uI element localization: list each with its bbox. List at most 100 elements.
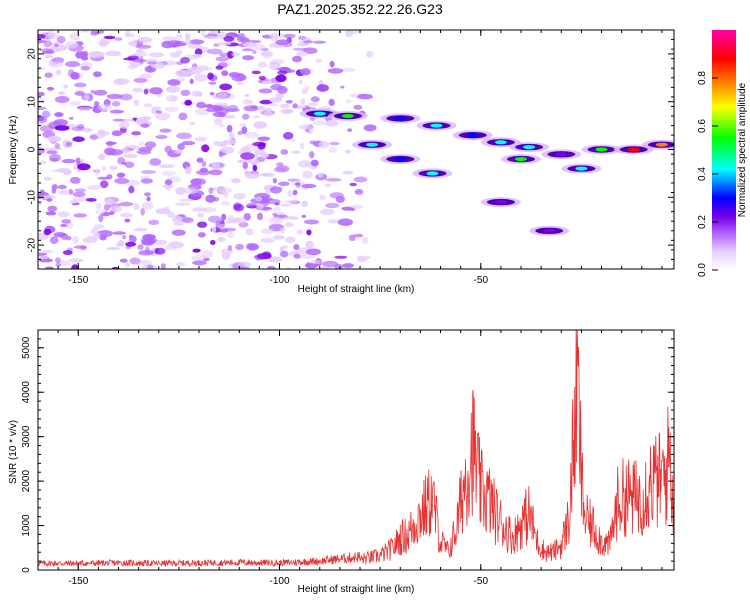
noise-blob: [348, 234, 356, 241]
noise-blob: [292, 55, 302, 63]
noise-blob: [239, 123, 247, 127]
noise-blob: [133, 99, 140, 106]
noise-blob: [38, 201, 43, 206]
noise-blob: [38, 66, 46, 70]
noise-blob: [189, 39, 205, 45]
noise-blob: [285, 236, 296, 244]
noise-blob: [269, 97, 282, 103]
noise-blob: [94, 169, 100, 176]
noise-blob: [181, 217, 194, 224]
noise-blob: [259, 99, 273, 105]
signal-peak: [627, 147, 640, 152]
noise-blob: [93, 224, 105, 230]
noise-blob: [300, 68, 311, 76]
noise-blob: [158, 164, 175, 169]
noise-blob: [275, 165, 290, 173]
noise-blob: [327, 68, 344, 74]
noise-blob: [122, 235, 127, 240]
noise-blob: [235, 243, 245, 251]
signal-peak: [575, 166, 588, 171]
noise-blob: [325, 178, 342, 182]
noise-blob: [124, 262, 130, 268]
noise-blob: [71, 264, 79, 269]
signal-peak: [430, 123, 443, 128]
noise-blob: [172, 215, 183, 224]
noise-blob: [163, 206, 170, 211]
noise-blob: [221, 190, 226, 196]
noise-blob: [256, 252, 272, 260]
noise-blob: [67, 69, 75, 77]
noise-blob: [46, 198, 53, 202]
noise-blob: [124, 218, 131, 223]
noise-blob: [49, 236, 59, 244]
noise-blob: [209, 30, 220, 35]
noise-blob: [296, 229, 304, 235]
noise-blob: [252, 50, 257, 54]
noise-blob: [215, 102, 229, 107]
noise-blob: [155, 112, 171, 121]
noise-blob: [38, 255, 49, 260]
colorbar-scale: [712, 30, 736, 270]
noise-blob: [159, 128, 172, 133]
noise-blob: [325, 202, 340, 209]
noise-blob: [213, 118, 223, 125]
noise-blob: [280, 149, 289, 155]
noise-blob: [51, 188, 56, 194]
noise-blob: [137, 36, 153, 43]
noise-blob: [85, 198, 97, 202]
noise-blob: [72, 136, 85, 142]
noise-blob: [220, 146, 235, 154]
colorbar-tick-label: 0.0: [697, 263, 708, 277]
noise-blob: [148, 219, 159, 225]
noise-blob: [82, 237, 98, 244]
noise-blob: [131, 131, 142, 136]
noise-blob: [143, 103, 152, 108]
noise-blob: [63, 84, 69, 89]
signal-peak: [515, 157, 527, 162]
noise-blob: [139, 259, 152, 266]
noise-blob: [306, 229, 312, 236]
noise-blob: [233, 193, 246, 200]
noise-blob: [196, 157, 204, 163]
noise-blob: [252, 141, 267, 147]
noise-blob: [114, 177, 130, 184]
noise-blob: [211, 226, 217, 233]
noise-blob: [350, 204, 364, 209]
noise-blob: [129, 235, 137, 244]
noise-blob: [345, 99, 352, 104]
noise-blob: [104, 198, 114, 206]
noise-blob: [322, 260, 339, 268]
noise-blob: [227, 231, 235, 239]
noise-blob: [129, 257, 141, 265]
noise-blob: [236, 81, 244, 86]
noise-blob: [210, 240, 216, 245]
noise-blob: [54, 112, 64, 118]
noise-blob: [41, 110, 51, 119]
noise-blob: [61, 219, 72, 224]
noise-blob: [325, 119, 339, 127]
noise-blob: [68, 116, 74, 120]
noise-blob: [272, 178, 277, 184]
noise-blob: [106, 247, 121, 251]
noise-blob: [319, 194, 326, 200]
noise-blob: [50, 157, 59, 162]
noise-blob: [172, 222, 185, 226]
noise-blob: [151, 108, 158, 115]
noise-blob: [312, 40, 327, 44]
noise-blob: [347, 128, 353, 132]
noise-blob: [283, 216, 299, 220]
noise-blob: [155, 239, 168, 246]
noise-blob: [302, 40, 313, 44]
noise-blob: [112, 231, 126, 235]
noise-blob: [194, 74, 208, 82]
noise-blob: [200, 207, 217, 213]
noise-blob: [245, 228, 254, 236]
noise-blob: [109, 165, 118, 170]
noise-blob: [227, 245, 233, 251]
noise-blob: [254, 150, 259, 159]
noise-blob: [217, 237, 226, 242]
signal-peak: [595, 147, 608, 152]
signal-peak: [426, 171, 439, 176]
noise-blob: [305, 240, 314, 249]
